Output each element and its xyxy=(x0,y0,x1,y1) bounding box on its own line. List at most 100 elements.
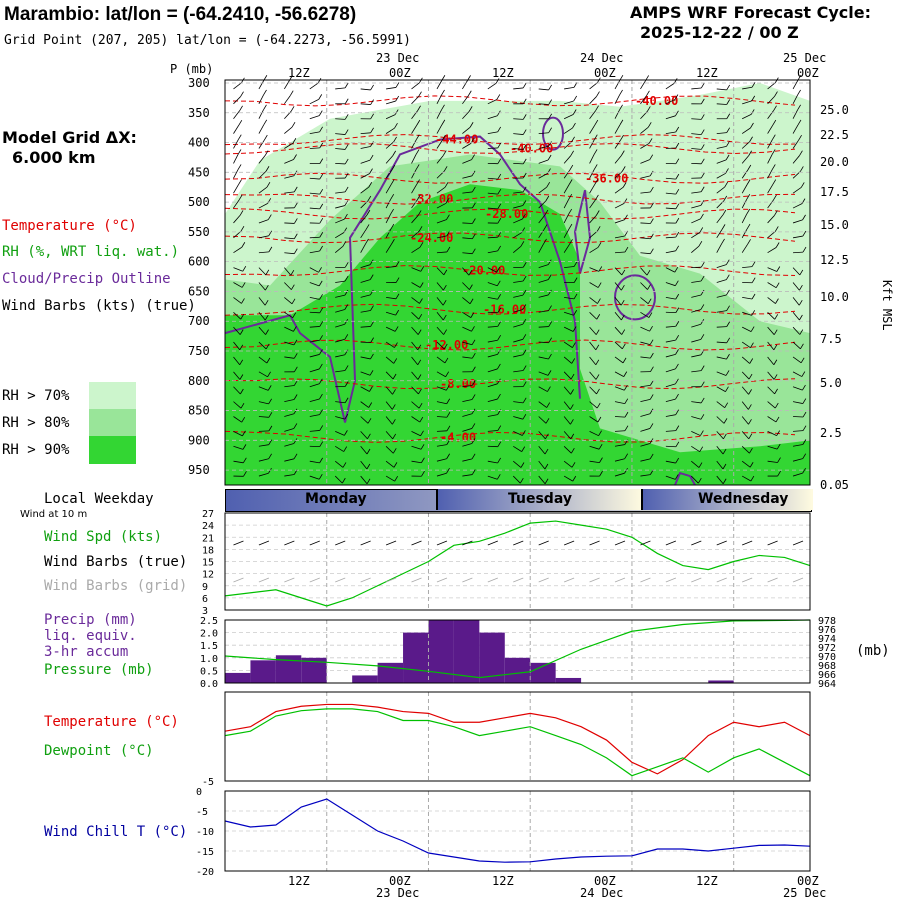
wind-barb-flag xyxy=(319,378,323,385)
surface-wind-barb xyxy=(258,540,270,546)
wind-barb xyxy=(665,339,676,343)
surface-wind-barb xyxy=(691,540,702,546)
wind-barb xyxy=(614,80,621,90)
wind-barb xyxy=(589,341,597,351)
wind-barb-flag xyxy=(723,418,728,424)
wind-barb xyxy=(640,237,651,240)
wind-barb xyxy=(665,115,676,120)
wind-barb xyxy=(284,326,294,332)
wind-barb-flag xyxy=(700,289,705,296)
wind-barb xyxy=(614,472,625,477)
wind-barb xyxy=(411,282,421,288)
temperature-contour-label: -16.00 xyxy=(483,302,526,316)
wind-barb-flag xyxy=(621,269,626,276)
wind-barb-flag xyxy=(318,474,323,480)
wind-barb xyxy=(614,94,620,105)
wind-barb-flag xyxy=(264,150,269,156)
wind-barb xyxy=(360,279,371,283)
wind-barb xyxy=(538,341,549,344)
wind-barb xyxy=(462,341,473,346)
wind-barb-flag xyxy=(471,469,476,475)
wind-barb-flag xyxy=(675,158,680,164)
wind-barb-flag xyxy=(319,363,323,370)
wind-barb-flag xyxy=(522,381,527,387)
wind-barb xyxy=(385,199,392,209)
top-tick-2: 12Z xyxy=(492,66,514,80)
wind-barb-flag xyxy=(596,91,600,97)
wind-barb-flag xyxy=(622,182,627,188)
wind-barb xyxy=(716,386,726,393)
wind-barb xyxy=(258,109,264,119)
wind-barb-flag xyxy=(471,408,476,414)
wind-barb-flag xyxy=(393,136,397,143)
wind-barb-flag xyxy=(442,314,447,321)
wind-barb-flag xyxy=(237,164,242,170)
wind-barb-flag xyxy=(595,194,599,201)
wind-barb-flag xyxy=(802,411,807,418)
wind-barb-flag xyxy=(268,439,273,445)
wind-barb xyxy=(563,386,571,395)
wind-barb-flag xyxy=(443,269,448,276)
wind-barb-flag xyxy=(367,433,371,439)
wind-barb-flag xyxy=(568,179,573,185)
grid-wind-barb xyxy=(665,577,677,583)
wind-barb xyxy=(258,186,268,194)
wind-barb xyxy=(640,175,651,179)
wind-barb xyxy=(487,414,498,417)
kft-tick-label: 10.0 xyxy=(820,290,849,304)
wind-barb xyxy=(767,311,776,320)
wind-barb xyxy=(411,199,418,209)
wind-barb xyxy=(691,338,702,343)
wind-barb-flag xyxy=(370,337,374,343)
wind-barb xyxy=(462,326,472,332)
precip-bar xyxy=(453,620,480,683)
wind-barb-flag xyxy=(568,208,573,215)
wind-barb xyxy=(436,267,445,276)
wind-barb-flag xyxy=(240,225,245,232)
wind-barb-flag xyxy=(700,144,705,150)
wind-barb xyxy=(284,237,295,240)
wind-barb-flag xyxy=(774,402,779,409)
wind-barb-flag xyxy=(497,335,501,341)
wind-barb xyxy=(589,326,597,335)
wind-barb xyxy=(792,312,800,321)
wind-barb-flag xyxy=(391,164,396,171)
wind-barb xyxy=(614,203,625,209)
wind-barb-flag xyxy=(802,214,806,221)
surface-wind-barb xyxy=(614,540,626,546)
wind-barb xyxy=(258,94,264,105)
wind-barb xyxy=(640,80,647,90)
wind-barb-flag xyxy=(291,121,296,128)
wind-barb xyxy=(487,82,497,90)
wind-barb-flag xyxy=(674,474,679,480)
wind-barb-flag xyxy=(699,227,704,233)
wind-barb-flag xyxy=(241,298,245,304)
wind-barb-flag xyxy=(774,226,779,232)
wind-barb xyxy=(691,218,701,224)
wind-barb xyxy=(385,127,395,134)
wind-barb-flag xyxy=(798,134,802,141)
wind-barb xyxy=(513,118,524,120)
windspd-tick-label: 18 xyxy=(202,545,214,556)
wind-barb-flag xyxy=(319,457,323,464)
wind-barb-flag xyxy=(748,433,753,440)
wind-barb-flag xyxy=(724,402,729,408)
cloud-outline xyxy=(224,135,581,423)
wind-barb-flag xyxy=(367,418,372,424)
wind-barb-flag xyxy=(319,349,323,355)
cross-section-frame xyxy=(224,79,811,486)
wind-barb-flag xyxy=(522,289,527,296)
wind-barb xyxy=(741,155,749,164)
wind-barb xyxy=(538,294,549,298)
surface-wind-barb xyxy=(309,540,320,546)
wind-barb-flag xyxy=(344,430,348,436)
grid-wind-barb xyxy=(436,577,448,583)
wind-barb xyxy=(462,159,472,164)
wind-barb-flag xyxy=(522,172,527,179)
wind-barb xyxy=(792,219,803,224)
wind-barb xyxy=(792,109,798,119)
wind-barb xyxy=(640,443,651,447)
wind-barb-flag xyxy=(700,365,705,371)
wind-barb-flag xyxy=(568,193,573,200)
wind-barb-flag xyxy=(344,365,349,371)
